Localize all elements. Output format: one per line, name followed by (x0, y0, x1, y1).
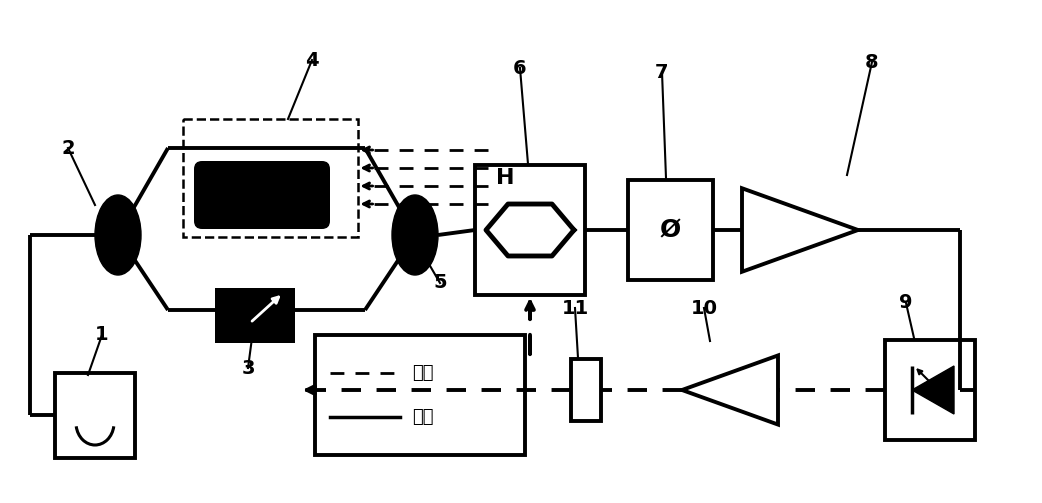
Text: 11: 11 (562, 298, 589, 317)
Text: 9: 9 (899, 293, 913, 312)
Ellipse shape (95, 195, 141, 275)
Bar (627, 180, 713, 280)
Bar (475, 165, 585, 295)
Bar (215, 288, 295, 343)
FancyBboxPatch shape (194, 161, 330, 229)
Ellipse shape (392, 195, 438, 275)
Text: 3: 3 (242, 359, 254, 377)
Text: 10: 10 (691, 298, 718, 317)
Text: 光路: 光路 (412, 408, 433, 426)
Bar (571, 359, 601, 421)
Text: 电路: 电路 (412, 364, 433, 382)
Text: 7: 7 (655, 62, 669, 81)
Bar (182, 119, 357, 237)
Text: 4: 4 (305, 50, 319, 69)
Text: H: H (496, 168, 514, 188)
Text: 1: 1 (95, 325, 108, 345)
Text: 6: 6 (514, 58, 527, 77)
Text: 2: 2 (61, 138, 75, 157)
Bar (55, 373, 135, 458)
Polygon shape (912, 366, 954, 414)
Text: Ø: Ø (660, 218, 680, 242)
Text: 8: 8 (865, 52, 878, 71)
Bar (315, 335, 525, 455)
Text: 5: 5 (433, 274, 447, 293)
Bar (885, 340, 975, 440)
